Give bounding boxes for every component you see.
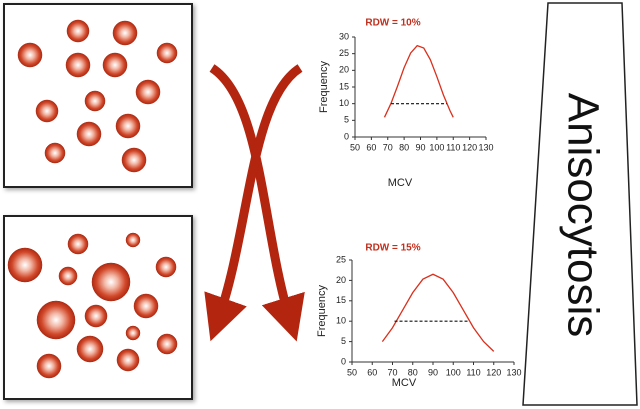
red-cell [67, 233, 89, 255]
x-tick-label: 50 [350, 142, 360, 152]
x-axis-label: MCV [392, 377, 417, 389]
chart-title: RDW = 10% [365, 18, 420, 29]
red-cell [84, 90, 106, 112]
trapezoid [522, 2, 638, 406]
red-cell [115, 113, 141, 139]
red-cell [156, 42, 178, 64]
red-cell [102, 52, 128, 78]
red-cell [58, 266, 78, 286]
y-axis-label: Frequency [318, 61, 330, 113]
x-tick-label: 70 [383, 142, 393, 152]
x-tick-label: 130 [506, 367, 521, 377]
y-tick-label: 15 [336, 295, 346, 305]
cells [7, 19, 178, 379]
red-cell [76, 335, 104, 363]
x-tick-label: 130 [478, 142, 493, 152]
x-tick-label: 50 [347, 367, 357, 377]
red-cell [66, 19, 90, 43]
y-tick-label: 20 [339, 65, 349, 75]
red-cell [155, 256, 177, 278]
y-tick-label: 5 [341, 336, 346, 346]
red-cell [135, 79, 161, 105]
red-cell [112, 20, 138, 46]
x-tick-label: 90 [428, 367, 438, 377]
red-cell [125, 232, 141, 248]
red-cell [36, 353, 62, 379]
y-axis-label: Frequency [316, 285, 328, 337]
red-cell [121, 147, 147, 173]
red-cell [65, 52, 91, 78]
x-tick-label: 80 [408, 367, 418, 377]
y-tick-label: 0 [344, 131, 349, 141]
y-tick-label: 10 [336, 316, 346, 326]
crossing-arrows [204, 64, 305, 342]
red-cell [7, 247, 43, 283]
x-tick-label: 100 [429, 142, 444, 152]
y-tick-label: 30 [339, 31, 349, 41]
chart-title: RDW = 15% [365, 243, 420, 254]
red-cell [133, 293, 159, 319]
y-tick-label: 25 [339, 48, 349, 58]
y-tick-label: 0 [341, 356, 346, 366]
anisocytosis-label: Anisocytosis [558, 93, 607, 338]
x-tick-label: 60 [367, 367, 377, 377]
line-series [381, 273, 495, 352]
y-tick-label: 25 [336, 254, 346, 264]
y-tick-label: 10 [339, 98, 349, 108]
red-cell [156, 333, 178, 355]
red-cell [36, 300, 76, 340]
arrow [204, 64, 303, 342]
x-tick-label: 70 [387, 367, 397, 377]
red-cell [44, 142, 66, 164]
line-series [383, 44, 454, 118]
red-cell [84, 304, 108, 328]
red-cell [35, 99, 59, 123]
x-tick-label: 120 [486, 367, 501, 377]
x-tick-label: 60 [366, 142, 376, 152]
x-tick-label: 80 [399, 142, 409, 152]
y-tick-label: 5 [344, 115, 349, 125]
x-tick-label: 120 [462, 142, 477, 152]
x-axis-label: MCV [388, 177, 413, 189]
red-cell [91, 262, 131, 302]
y-tick-label: 20 [336, 275, 346, 285]
x-tick-label: 90 [415, 142, 425, 152]
x-tick-label: 110 [446, 142, 460, 152]
arrow [209, 64, 305, 342]
y-tick-label: 15 [339, 81, 349, 91]
x-tick-label: 110 [466, 367, 480, 377]
red-cell [125, 325, 141, 341]
x-tick-label: 100 [446, 367, 461, 377]
red-cell [76, 121, 102, 147]
red-cell [116, 348, 140, 372]
red-cell [17, 42, 43, 68]
